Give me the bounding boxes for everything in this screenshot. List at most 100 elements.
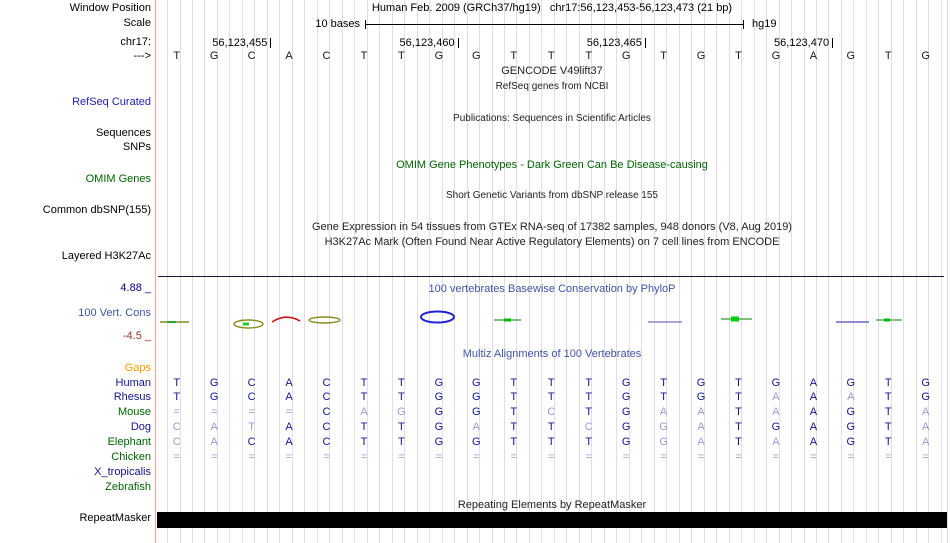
- alignment-base-letter: A: [772, 436, 780, 448]
- grid-guideline: [703, 0, 705, 543]
- alignment-base-letter: G: [434, 421, 444, 433]
- alignment-species-human[interactable]: Human: [115, 377, 151, 389]
- alignment-base-letter: T: [735, 406, 742, 418]
- alignment-base-letter: G: [472, 377, 481, 389]
- track-label-gaps[interactable]: Gaps: [124, 362, 151, 374]
- grid-guideline: [628, 0, 630, 543]
- alignment-species-chicken[interactable]: Chicken: [111, 451, 151, 463]
- grid-guideline: [728, 0, 730, 543]
- grid-guideline: [279, 0, 281, 543]
- grid-guideline: [566, 0, 568, 543]
- alignment-base-letter: A: [809, 406, 818, 418]
- alignment-base-letter: A: [210, 421, 218, 433]
- alignment-base-letter: =: [585, 451, 592, 463]
- alignment-base-letter: G: [621, 436, 631, 448]
- conservation-mark: [167, 321, 176, 323]
- track-label-layered-h3k27ac[interactable]: Layered H3K27Ac: [61, 250, 151, 262]
- grid-guideline: [803, 0, 805, 543]
- alignment-base-letter: G: [434, 436, 444, 448]
- scale-value-label: 10 bases: [315, 18, 360, 30]
- track-label-cons-min[interactable]: -4.5 _: [122, 330, 151, 342]
- alignment-base-letter: A: [809, 391, 818, 403]
- alignment-base-letter: C: [247, 377, 256, 389]
- alignment-base-letter: A: [922, 406, 930, 418]
- track-label-chrom[interactable]: chr17:: [120, 36, 151, 48]
- omim-title[interactable]: OMIM Gene Phenotypes - Dark Green Can Be…: [396, 159, 708, 171]
- alignment-base-letter: G: [209, 377, 219, 389]
- track-label-common-dbsnp[interactable]: Common dbSNP(155): [42, 204, 151, 216]
- base-letter: G: [472, 50, 481, 62]
- alignment-base-letter: G: [434, 391, 444, 403]
- conservation-mark: [420, 310, 455, 324]
- track-label-cons-max[interactable]: 4.88 _: [120, 282, 151, 294]
- dbsnp-subtitle[interactable]: Short Genetic Variants from dbSNP releas…: [446, 190, 658, 201]
- alignment-base-letter: C: [247, 436, 256, 448]
- track-label-window-position[interactable]: Window Position: [69, 2, 151, 14]
- alignment-base-letter: A: [922, 436, 930, 448]
- alignment-base-letter: =: [285, 451, 293, 463]
- repeatmasker-title[interactable]: Repeating Elements by RepeatMasker: [457, 499, 647, 511]
- alignment-base-letter: G: [846, 421, 856, 433]
- alignment-base-letter: T: [735, 377, 742, 389]
- alignment-base-letter: G: [472, 406, 481, 418]
- publications-title[interactable]: Publications: Sequences in Scientific Ar…: [453, 113, 651, 124]
- alignment-base-letter: A: [772, 406, 780, 418]
- grid-guideline: [416, 0, 418, 543]
- track-label-sequences[interactable]: Sequences: [95, 127, 151, 139]
- alignment-base-letter: =: [622, 451, 630, 463]
- alignment-base-letter: G: [921, 391, 930, 403]
- refseq-subtitle[interactable]: RefSeq genes from NCBI: [495, 81, 609, 92]
- grid-guideline: [641, 0, 643, 543]
- track-label-vert-cons[interactable]: 100 Vert. Cons: [78, 307, 151, 319]
- alignment-species-x_tropicalis[interactable]: X_tropicalis: [94, 466, 151, 478]
- grid-guideline: [903, 0, 905, 543]
- base-letter: A: [285, 50, 293, 62]
- track-label-refseq-curated[interactable]: RefSeq Curated: [72, 96, 151, 108]
- alignment-base-letter: =: [660, 451, 667, 463]
- grid-guideline: [254, 0, 256, 543]
- repeatmasker-element-bar[interactable]: [157, 512, 947, 528]
- grid-guideline: [379, 0, 381, 543]
- alignment-base-letter: G: [621, 406, 631, 418]
- conservation-mark: [504, 318, 511, 322]
- alignment-base-letter: =: [398, 451, 405, 463]
- alignment-species-elephant[interactable]: Elephant: [107, 436, 151, 448]
- grid-guideline: [266, 0, 268, 543]
- alignment-species-zebrafish[interactable]: Zebrafish: [105, 481, 151, 493]
- ruler-coordinate: 56,123,455: [212, 37, 268, 49]
- alignment-species-rhesus[interactable]: Rhesus: [113, 391, 151, 403]
- alignment-base-letter: T: [547, 377, 555, 389]
- grid-guideline: [341, 0, 343, 543]
- alignment-base-letter: A: [210, 436, 218, 448]
- alignment-base-letter: T: [173, 377, 181, 389]
- track-label-scale[interactable]: Scale: [123, 17, 151, 29]
- alignment-base-letter: G: [397, 406, 406, 418]
- gencode-title[interactable]: GENCODE V49lift37: [501, 65, 603, 77]
- grid-guideline: [167, 0, 168, 543]
- base-letter: G: [209, 50, 219, 62]
- alignment-base-letter: =: [285, 406, 293, 418]
- track-label-omim-genes[interactable]: OMIM Genes: [85, 173, 151, 185]
- alignment-species-dog[interactable]: Dog: [130, 421, 151, 433]
- alignment-species-mouse[interactable]: Mouse: [117, 406, 151, 418]
- grid-guideline: [429, 0, 431, 543]
- track-label-snps[interactable]: SNPs: [122, 141, 151, 153]
- multiz-title[interactable]: Multiz Alignments of 100 Vertebrates: [462, 348, 642, 360]
- phylop-title[interactable]: 100 vertebrates Basewise Conservation by…: [428, 283, 676, 295]
- alignment-base-letter: A: [285, 436, 293, 448]
- h3k27ac-title[interactable]: H3K27Ac Mark (Often Found Near Active Re…: [324, 236, 780, 248]
- alignment-base-letter: T: [585, 391, 593, 403]
- base-letter: G: [771, 50, 781, 62]
- grid-guideline: [329, 0, 331, 543]
- track-label-strand-arrow[interactable]: --->: [133, 50, 151, 62]
- grid-guideline: [216, 0, 218, 543]
- base-letter: G: [921, 50, 930, 62]
- grid-guideline: [865, 0, 867, 543]
- track-label-repeatmasker[interactable]: RepeatMasker: [79, 512, 151, 524]
- alignment-base-letter: A: [809, 377, 818, 389]
- gtex-title[interactable]: Gene Expression in 54 tissues from GTEx …: [312, 221, 792, 233]
- alignment-base-letter: C: [172, 421, 181, 433]
- grid-guideline: [516, 0, 518, 543]
- grid-guideline: [316, 0, 318, 543]
